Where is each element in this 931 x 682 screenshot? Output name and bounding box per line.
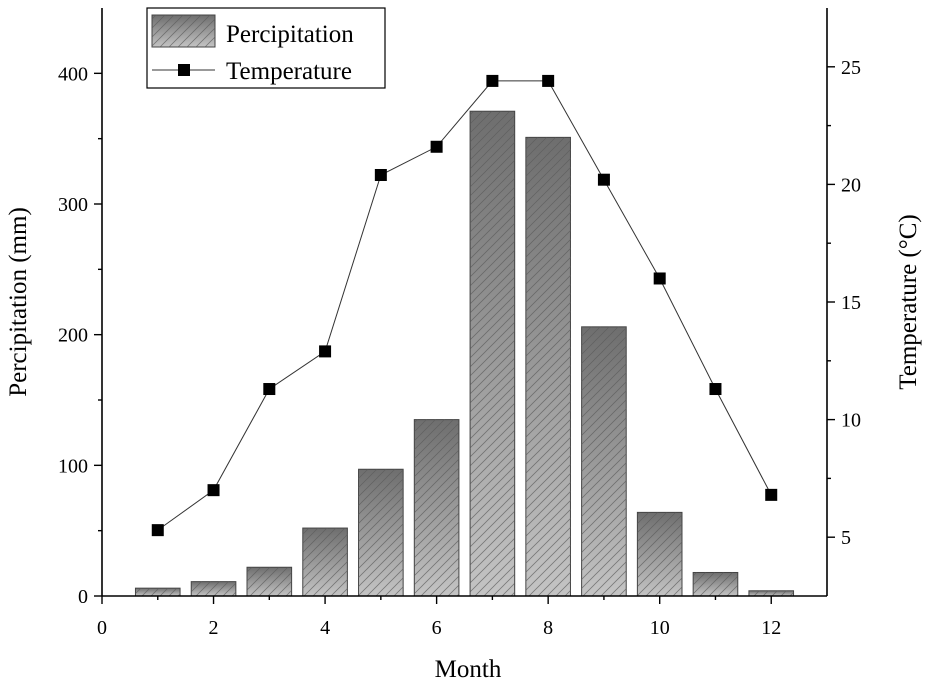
y-right-tick-label-20: 20	[841, 174, 861, 196]
x-tick-label-8: 8	[543, 617, 553, 639]
y-left-axis-title: Percipitation (mm)	[5, 207, 32, 397]
legend-label-precipitation: Percipitation	[226, 21, 354, 48]
temperature-point-month-4	[319, 345, 332, 358]
precipitation-bar-hatch-month-2	[191, 581, 236, 596]
temperature-point-month-10	[653, 272, 666, 285]
y-right-tick-label-5: 5	[841, 527, 851, 549]
precipitation-bar-hatch-month-1	[135, 588, 181, 596]
temperature-point-month-7	[486, 74, 499, 87]
y-right-tick-label-15: 15	[841, 292, 861, 314]
x-tick-label-10: 10	[650, 617, 670, 639]
y-left-tick-label-0: 0	[78, 586, 88, 608]
x-tick-label-6: 6	[432, 617, 442, 639]
y-left-tick-label-300: 300	[58, 194, 88, 216]
legend-swatch-precipitation-hatch	[152, 15, 215, 47]
temperature-point-month-5	[374, 168, 387, 181]
precipitation-bars	[134, 110, 795, 597]
precipitation-bar-hatch-month-8	[525, 137, 571, 597]
precipitation-bar-hatch-month-10	[637, 512, 682, 596]
y-left-tick-label-100: 100	[58, 455, 88, 477]
y-right-axis-ticks: 5 10 15 20 25	[827, 57, 861, 549]
x-tick-label-12: 12	[761, 617, 781, 639]
legend: Percipitation Temperature	[146, 7, 386, 89]
x-tick-label-0: 0	[97, 617, 107, 639]
temperature-series	[151, 74, 778, 537]
temperature-point-month-12	[765, 488, 778, 501]
temperature-point-month-3	[263, 383, 276, 396]
x-tick-label-2: 2	[209, 617, 219, 639]
temperature-point-month-8	[542, 74, 555, 87]
y-right-axis-title: Temperature (°C)	[895, 214, 922, 390]
y-left-tick-label-400: 400	[58, 63, 88, 85]
y-left-tick-label-200: 200	[58, 325, 88, 347]
temperature-point-month-6	[430, 140, 443, 153]
precipitation-bar-hatch-month-11	[693, 572, 738, 596]
x-tick-label-4: 4	[320, 617, 330, 639]
x-axis-title: Month	[435, 656, 502, 682]
precipitation-bar-hatch-month-3	[247, 567, 292, 596]
precipitation-bar-hatch-month-12	[748, 590, 794, 596]
temperature-point-month-11	[709, 383, 722, 396]
precipitation-bar-hatch-month-9	[581, 326, 627, 596]
precipitation-bar-hatch-month-5	[358, 469, 404, 596]
temperature-point-month-1	[151, 524, 164, 537]
precipitation-bar-hatch-month-4	[302, 528, 348, 596]
x-axis-ticks: 0 2 4 6 8 10 12	[97, 596, 781, 639]
y-right-tick-label-10: 10	[841, 410, 861, 432]
temperature-point-month-2	[207, 484, 220, 497]
y-right-tick-label-25: 25	[841, 57, 861, 79]
precipitation-bar-hatch-month-7	[470, 111, 515, 596]
y-left-axis-ticks: 0 100 200 300 400	[58, 63, 102, 608]
legend-marker-temperature	[178, 64, 190, 76]
precipitation-bar-hatch-month-6	[414, 419, 459, 596]
temperature-point-month-9	[597, 173, 610, 186]
temperature-line	[157, 80, 772, 531]
legend-label-temperature: Temperature	[226, 58, 352, 85]
